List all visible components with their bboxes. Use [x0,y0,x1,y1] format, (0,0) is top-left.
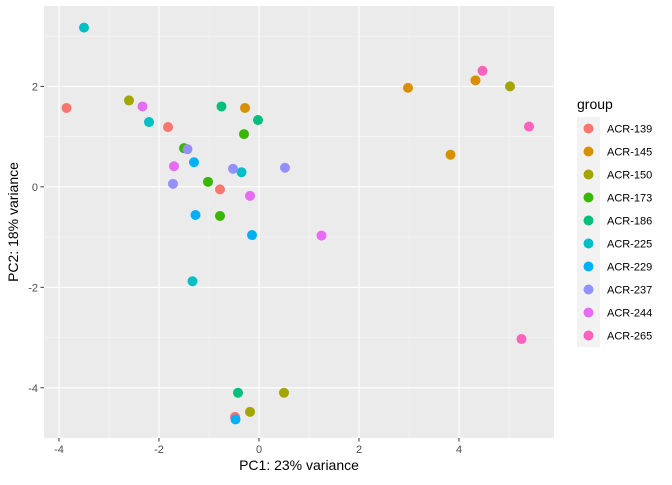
data-point [445,149,456,160]
y-tick-label: 0 [32,182,38,194]
legend-key [583,330,594,341]
data-point [253,115,263,126]
data-point [240,102,250,113]
data-point [516,334,527,345]
data-point [182,144,193,155]
legend-label: ACR-265 [607,331,652,343]
legend-key [583,215,594,226]
legend-label: ACR-225 [607,239,652,251]
x-axis-title: PC1: 23% variance [239,457,359,473]
data-point [505,81,515,92]
x-tick-label: -4 [54,444,64,456]
y-tick-label: 2 [32,81,38,93]
legend-key [583,307,594,318]
data-point [124,95,134,106]
legend-keys-background [577,117,600,347]
legend-label: ACR-150 [607,170,652,182]
legend-label: ACR-139 [607,124,652,136]
data-point [477,65,488,76]
legend-key [583,284,594,295]
data-point [245,190,255,201]
data-point [470,75,481,86]
legend: group ACR-139 ACR-145 ACR-150 ACR-173 ACR-18… [577,96,652,347]
legend-key [583,261,594,272]
data-point [163,122,173,133]
y-axis-title: PC2: 18% variance [5,162,21,282]
grid-major [44,6,554,438]
legend-items: ACR-139 ACR-145 ACR-150 ACR-173 ACR-186 ACR-2… [583,123,652,343]
legend-label: ACR-145 [607,147,652,159]
data-point [144,117,154,128]
data-point [215,184,225,195]
y-tick-label: -4 [28,383,38,395]
x-tick-label: 4 [456,444,462,456]
data-point [230,414,241,425]
data-point [215,210,225,221]
x-tick-label: 2 [356,444,362,456]
data-point [137,101,148,112]
data-point [279,387,289,398]
y-tick-label: -2 [28,282,38,294]
legend-label: ACR-186 [607,216,652,228]
legend-title: group [577,96,613,112]
legend-label: ACR-244 [607,308,652,320]
data-point [61,102,72,113]
legend-key [583,123,594,134]
data-point [245,406,255,417]
legend-key [583,192,594,203]
legend-key [583,169,594,180]
data-point [280,162,290,173]
legend-key [583,238,594,249]
data-point [524,121,534,132]
data-point [169,161,179,172]
data-points [61,22,534,425]
data-point [316,230,327,241]
y-axis-ticks: -4 -2 0 2 [28,81,44,395]
data-point [79,22,89,33]
data-point [403,82,413,93]
data-point [187,276,198,287]
legend-label: ACR-229 [607,262,652,274]
legend-key [583,146,594,157]
data-point [168,178,178,189]
data-point [190,209,201,220]
grid-minor [44,6,554,439]
x-tick-label: 0 [256,444,262,456]
x-axis-ticks: -4 -2 0 2 4 [54,438,462,456]
data-point [189,157,199,168]
legend-label: ACR-237 [607,285,652,297]
x-tick-label: -2 [154,444,164,456]
plot-panel [44,6,554,438]
data-point [203,176,213,187]
data-point [216,101,227,112]
legend-label: ACR-173 [607,193,652,205]
data-point [247,230,257,241]
data-point [233,387,243,398]
data-point [236,167,247,178]
data-point [239,129,249,140]
data-point [228,163,238,174]
